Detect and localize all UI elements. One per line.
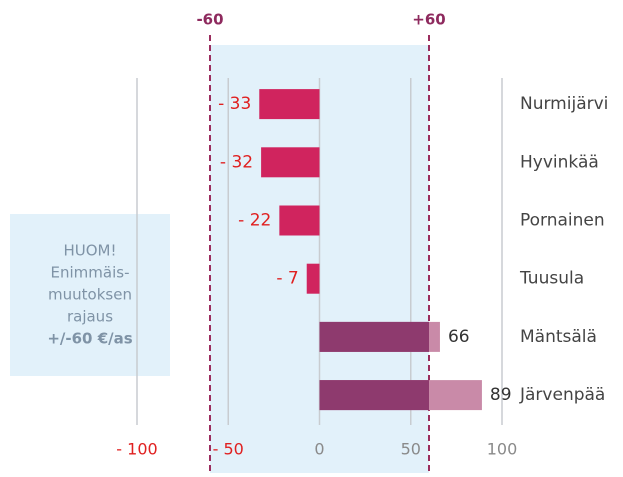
x-tick-label: 50 xyxy=(401,440,421,459)
category-label: Pornainen xyxy=(520,211,605,231)
bar xyxy=(259,89,320,120)
note-line: muutoksen xyxy=(48,286,132,304)
x-tick-label: 0 xyxy=(314,440,324,459)
category-label: Hyvinkää xyxy=(520,152,599,172)
value-label: - 32 xyxy=(220,152,253,172)
value-label: - 7 xyxy=(276,269,298,289)
bar-capped xyxy=(319,380,429,411)
value-label: 89 xyxy=(490,385,512,405)
bar xyxy=(261,147,320,178)
x-tick-label: 100 xyxy=(487,440,518,459)
limit-label: +60 xyxy=(412,11,445,29)
value-label: 66 xyxy=(448,327,470,347)
bar-capped xyxy=(319,321,429,352)
x-tick-label: - 100 xyxy=(116,440,157,459)
bar xyxy=(306,263,320,294)
note-line: rajaus xyxy=(67,308,113,326)
note-line: +/-60 €/as xyxy=(47,330,132,348)
note-line: HUOM! xyxy=(63,242,116,260)
category-label: Järvenpää xyxy=(519,385,605,405)
category-label: Nurmijärvi xyxy=(520,94,608,114)
bar xyxy=(279,205,320,236)
value-label: - 22 xyxy=(238,211,271,231)
value-label: - 33 xyxy=(218,94,251,114)
limit-label: -60 xyxy=(196,11,223,29)
note-line: Enimmäis- xyxy=(51,264,130,282)
category-label: Tuusula xyxy=(519,269,584,289)
category-label: Mäntsälä xyxy=(520,327,597,347)
x-tick-label: - 50 xyxy=(213,440,244,459)
note-box xyxy=(10,214,170,376)
